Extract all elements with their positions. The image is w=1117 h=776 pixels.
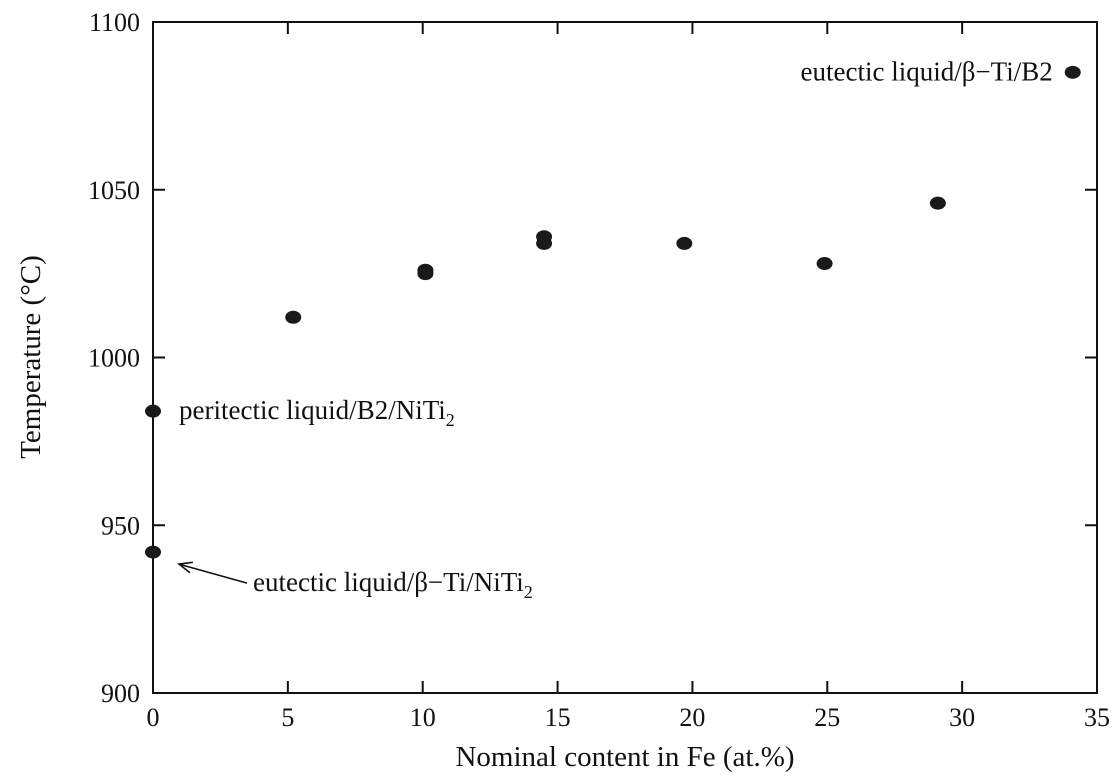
annotation-arrow <box>178 563 248 584</box>
x-tick-label: 0 <box>147 703 160 732</box>
data-points <box>145 65 1081 559</box>
annotation-label: eutectic liquid/β−Ti/NiTi2 <box>253 567 533 602</box>
data-point <box>145 404 161 418</box>
x-tick-label: 20 <box>679 703 705 732</box>
tick-labels: 0 5 10 15 20 25 30 35 900 950 1000 1050 1100 <box>88 8 1110 732</box>
x-tick-label: 25 <box>814 703 840 732</box>
data-point <box>929 196 946 210</box>
annotation-arrowhead <box>177 561 193 574</box>
annotations: peritectic liquid/B2/NiTi2 eutectic liqui… <box>177 56 1053 602</box>
data-point <box>536 230 553 244</box>
x-tick-label: 10 <box>410 703 436 732</box>
annotation-label: peritectic liquid/B2/NiTi2 <box>179 395 455 430</box>
y-tick-label: 900 <box>101 679 140 708</box>
data-point <box>816 257 833 271</box>
x-tick-label: 30 <box>949 703 975 732</box>
x-tick-label: 35 <box>1084 703 1110 732</box>
axis-ticks <box>152 21 1098 694</box>
y-tick-label: 950 <box>101 511 140 540</box>
annotation-label: eutectic liquid/β−Ti/B2 <box>801 56 1053 86</box>
x-axis-label: Nominal content in Fe (at.%) <box>455 741 794 773</box>
data-point <box>417 263 434 277</box>
y-axis-label: Temperature (°C) <box>15 255 47 459</box>
y-tick-label: 1050 <box>88 176 140 205</box>
data-point <box>285 310 302 324</box>
data-point <box>145 545 161 559</box>
x-tick-label: 15 <box>545 703 571 732</box>
data-point <box>676 236 693 250</box>
data-point <box>1064 65 1081 79</box>
y-tick-label: 1100 <box>89 8 140 37</box>
x-tick-label: 5 <box>281 703 294 732</box>
y-tick-label: 1000 <box>88 344 140 373</box>
